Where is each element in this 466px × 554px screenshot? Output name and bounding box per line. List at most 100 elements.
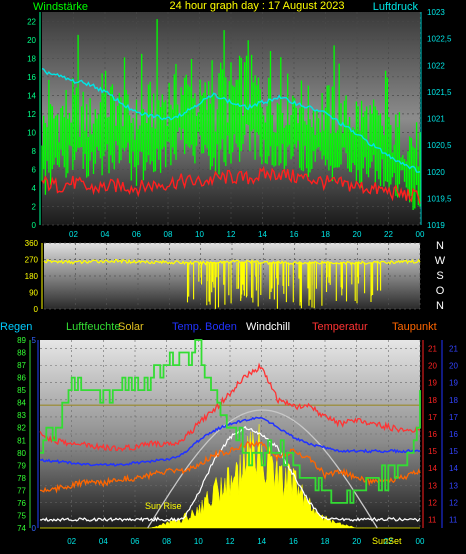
legend-item: Temperatur: [312, 321, 368, 333]
left-tick-label: 10: [27, 128, 36, 137]
temp-tick-label: 21: [428, 345, 437, 354]
x-tick-label: 04: [101, 230, 110, 239]
pressure-series: [41, 67, 421, 173]
soil-temp-series: [39, 416, 421, 467]
x-tick-label: 00: [416, 537, 425, 546]
x-tick-label: 14: [257, 537, 266, 546]
humidity-tick-label: 86: [17, 374, 26, 383]
humidity-tick-label: 74: [17, 524, 26, 533]
temp-tick-label: 12: [428, 498, 437, 507]
x-tick-label: 22: [384, 537, 393, 546]
humidity-ticks: 89 88 87 86 85 84 83 82 81 80 79 78 77 76 75 74: [17, 336, 26, 533]
soil-tick-label: 12: [449, 498, 458, 507]
humidity-tick-label: 79: [17, 461, 26, 470]
soil-tick-label: 14: [449, 464, 458, 473]
x-tick-label: 18: [321, 537, 330, 546]
temp-tick-label: 11: [428, 515, 437, 524]
soil-tick-label: 13: [449, 481, 458, 490]
legend-item: Temp. Boden: [172, 321, 237, 333]
temp-tick-label: 18: [428, 396, 437, 405]
left-tick-label: 22: [27, 17, 36, 26]
wind-direction-swings: [186, 262, 382, 309]
temp-tick-label: 16: [428, 430, 437, 439]
x-ticks: 02 04 06 08 10 12 14 16 18 20 22 00: [67, 537, 425, 546]
right-tick-label: 1022: [427, 61, 445, 70]
dewpoint-series: [39, 440, 421, 494]
right-tick-label: 1019: [427, 221, 445, 230]
x-tick-label: 10: [194, 537, 203, 546]
x-tick-label: 00: [416, 230, 425, 239]
right-tick-label: 1021,5: [427, 88, 452, 97]
temp-tick-label: 14: [428, 464, 437, 473]
series-group: [39, 339, 421, 529]
x-tick-label: 20: [352, 537, 361, 546]
left-tick-label: 6: [32, 165, 37, 174]
legend-item: Luftfeuchte: [66, 321, 120, 333]
left-tick-label: 14: [27, 91, 36, 100]
humidity-tick-label: 82: [17, 424, 26, 433]
left-tick-label: 2: [32, 202, 37, 211]
x-tick-label: 08: [164, 230, 173, 239]
soil-tick-label: 15: [449, 447, 458, 456]
humidity-tick-label: 85: [17, 386, 26, 395]
left-tick-label: 20: [27, 36, 36, 45]
left-tick-label: 360: [25, 239, 39, 248]
right-tick-label: 1019,5: [427, 194, 452, 203]
temp-tick-label: 13: [428, 481, 437, 490]
humidity-tick-label: 89: [17, 336, 26, 345]
x-tick-label: 22: [384, 230, 393, 239]
left-tick-label: 270: [25, 256, 39, 265]
soil-tick-label: 11: [449, 515, 458, 524]
temp-tick-label: 19: [428, 379, 437, 388]
right-ticks: 1023 1022,5 1022 1021,5 1021 1020,5 1020 1019,5…: [427, 8, 452, 230]
x-tick-label: 16: [289, 537, 298, 546]
soil-tick-label: 16: [449, 430, 458, 439]
rain-tick-label: 0: [32, 524, 37, 533]
x-tick-label: 12: [227, 230, 236, 239]
page-title: 24 hour graph day : 17 August 2023: [170, 0, 345, 12]
solar-series: [40, 424, 420, 529]
compass-label: W: [435, 255, 446, 267]
x-tick-label: 06: [132, 230, 141, 239]
x-tick-label: 08: [162, 537, 171, 546]
sunrise-label: Sun Rise: [145, 501, 182, 511]
series-group: [43, 258, 421, 309]
humidity-tick-label: 77: [17, 486, 26, 495]
temp-ticks: 21 20 19 18 17 16 15 14 13 12 11: [428, 345, 437, 525]
soil-tick-label: 19: [449, 379, 458, 388]
gridlines: [44, 242, 421, 310]
humidity-series: [40, 339, 421, 504]
sunset-label: SunSet: [372, 536, 402, 546]
left-title: Windstärke: [33, 1, 88, 13]
x-tick-label: 20: [353, 230, 362, 239]
humidity-tick-label: 84: [17, 399, 26, 408]
humidity-tick-label: 75: [17, 511, 26, 520]
humidity-tick-label: 80: [17, 449, 26, 458]
left-tick-label: 90: [29, 289, 38, 298]
compass-label: N: [436, 240, 444, 252]
x-tick-label: 14: [258, 230, 267, 239]
left-tick-label: 12: [27, 110, 36, 119]
right-tick-label: 1021: [427, 115, 445, 124]
humidity-tick-label: 88: [17, 349, 26, 358]
left-ticks: 360 270 180 90 0: [25, 239, 39, 314]
x-tick-label: 18: [321, 230, 330, 239]
windchill-series: [39, 425, 421, 523]
x-tick-label: 10: [195, 230, 204, 239]
soil-tick-label: 21: [449, 345, 458, 354]
compass-label: O: [436, 285, 445, 297]
solar-max-curve: [147, 409, 378, 529]
wind-avg-series: [41, 165, 421, 204]
temperature-series: [39, 362, 421, 452]
humidity-tick-label: 81: [17, 436, 26, 445]
left-tick-label: 4: [32, 184, 37, 193]
x-tick-label: 16: [290, 230, 299, 239]
compass-label: N: [436, 300, 444, 312]
x-tick-label: 12: [226, 537, 235, 546]
